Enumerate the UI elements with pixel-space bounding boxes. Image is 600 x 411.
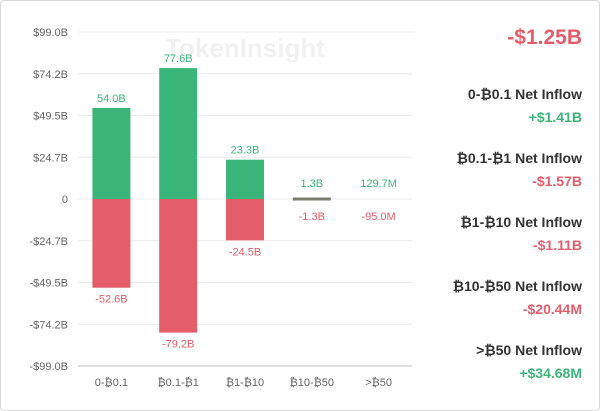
stat-label: 0-₿0.1 Net Inflow (467, 86, 582, 102)
outflow-data-label: -79.2B (162, 339, 194, 351)
y-tick-label: 0 (62, 194, 68, 206)
inflow-bar (92, 107, 131, 199)
stat-0.1-1: ₿0.1-₿1 Net Inflow -$1.57B (456, 148, 582, 191)
stat-over-50: >₿50 Net Inflow +$34.68M (476, 340, 582, 383)
stat-value: -$1.57B (532, 173, 582, 189)
x-tick-label: >₿50 (365, 377, 392, 389)
stat-value: -$20.44M (522, 301, 582, 317)
stat-value: -$1.11B (532, 237, 582, 253)
stat-value: +$1.41B (528, 109, 582, 125)
outflow-data-label: -1.3B (299, 211, 325, 223)
inflow-bar (226, 159, 264, 199)
outflow-data-label: -24.5B (229, 246, 261, 258)
x-tick-label: ₿1-₿10 (226, 377, 264, 389)
stat-label: ₿10-₿50 Net Inflow (452, 278, 582, 294)
x-tick-label: ₿10-₿50 (290, 377, 334, 389)
y-tick-label: -$74.2B (29, 319, 68, 331)
stat-0-0.1: 0-₿0.1 Net Inflow +$1.41B (468, 84, 582, 127)
outflow-data-label: -95.0M (361, 211, 395, 223)
inflow-data-label: 129.7M (360, 178, 397, 190)
x-tick-label: ₿0.1-₿1 (158, 377, 199, 389)
stat-label: ₿0.1-₿1 Net Inflow (456, 150, 582, 166)
inflow-data-label: 54.0B (97, 93, 126, 105)
net-bar (292, 197, 331, 201)
x-tick-label: 0-₿0.1 (95, 377, 128, 389)
y-tick-label: $74.2B (33, 69, 68, 81)
stat-label: >₿50 Net Inflow (476, 342, 582, 358)
y-tick-label: -$99.0B (29, 361, 68, 373)
inflow-data-label: 77.6B (164, 53, 193, 65)
inflow-data-label: 23.3B (231, 145, 260, 157)
stat-label: ₿1-₿10 Net Inflow (460, 214, 582, 230)
y-tick-label: -$49.5B (29, 278, 68, 290)
outflow-bar (226, 199, 264, 241)
inflow-data-label: 1.3B (300, 178, 323, 190)
total-net-inflow: -$1.25B (507, 26, 582, 49)
outflow-data-label: -52.6B (95, 294, 127, 306)
y-tick-label: $24.7B (33, 152, 68, 164)
outflow-bar (92, 199, 131, 288)
summary-panel: -$1.25B 0-₿0.1 Net Inflow +$1.41B ₿0.1-₿… (420, 0, 590, 411)
y-tick-label: -$24.7B (29, 236, 68, 248)
stat-1-10: ₿1-₿10 Net Inflow -$1.11B (460, 212, 582, 255)
y-tick-label: $49.5B (33, 111, 68, 123)
outflow-bar (159, 199, 198, 333)
watermark: TokenInsight (165, 33, 325, 63)
y-tick-label: $99.0B (33, 27, 68, 39)
stat-value: +$34.68M (519, 365, 582, 381)
net-inflow-bar-chart: TokenInsight $99.0B $74.2B $49.5B $24.7B 0 -$2… (29, 27, 412, 389)
inflow-bar (159, 68, 198, 199)
stat-10-50: ₿10-₿50 Net Inflow -$20.44M (453, 276, 582, 319)
